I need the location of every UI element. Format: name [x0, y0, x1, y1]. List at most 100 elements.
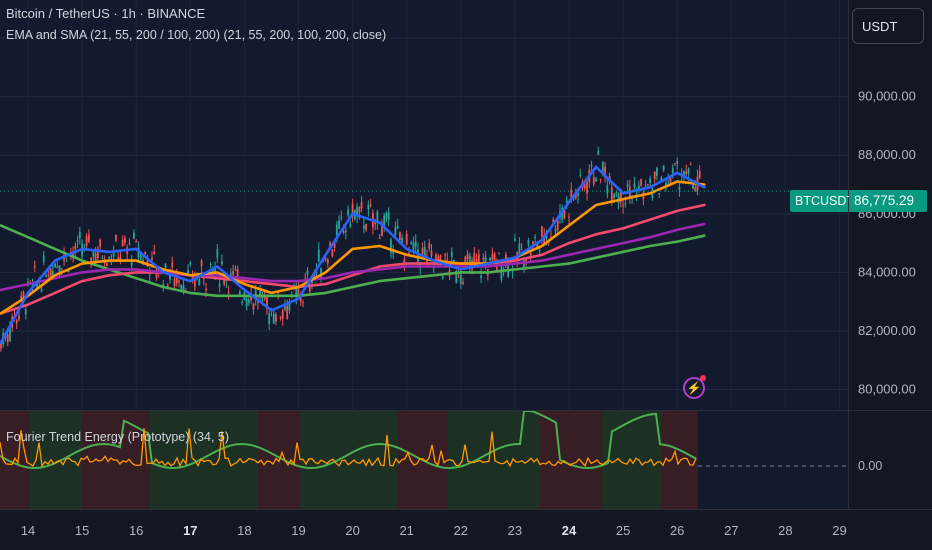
candle-body: [49, 268, 52, 278]
candle-body: [536, 243, 539, 248]
price-tick-label: 84,000.00: [858, 264, 916, 279]
candle-body: [444, 254, 446, 256]
candle-body: [342, 230, 345, 233]
candle-body: [173, 278, 176, 287]
candle-body: [570, 189, 573, 199]
candle-body: [15, 319, 18, 324]
series-line-sma-200[interactable]: [0, 224, 706, 298]
main-chart-pane[interactable]: Bitcoin / TetherUS · 1h · BINANCE EMA an…: [0, 0, 848, 410]
candle-body: [209, 263, 212, 265]
candle-body: [275, 314, 277, 322]
candle-body: [133, 232, 135, 239]
candle-body: [376, 211, 379, 223]
candle-body: [74, 245, 77, 250]
candle-body: [669, 175, 672, 183]
candle-body: [261, 296, 264, 299]
candle-body: [288, 303, 291, 311]
candle-body: [423, 246, 426, 257]
candle-body: [362, 225, 365, 229]
candle-body: [694, 187, 697, 192]
candle-body: [541, 226, 543, 237]
candle-body: [592, 177, 595, 184]
candle-body: [135, 240, 138, 243]
last-price-label: 86,775.29: [849, 190, 927, 212]
oscillator-scale[interactable]: 0.00: [849, 411, 932, 509]
candle-body: [198, 279, 201, 286]
candle-body: [76, 240, 79, 242]
candle-body: [297, 287, 300, 299]
candle-body: [619, 188, 622, 202]
osc-trend-line[interactable]: [0, 411, 697, 470]
candle-body: [421, 248, 424, 254]
candle-body: [484, 256, 487, 263]
candle-body: [459, 274, 462, 284]
candle-body: [40, 288, 43, 292]
osc-energy-line[interactable]: [0, 428, 697, 468]
candle-body: [241, 301, 244, 303]
candle-body: [340, 217, 343, 219]
oscillator-pane[interactable]: Fourier Trend Energy (Prototype) (34, 5): [0, 411, 848, 509]
time-tick-label: 21: [399, 523, 413, 538]
candle-body: [399, 232, 401, 241]
currency-button[interactable]: USDT: [852, 8, 924, 44]
candle-body: [613, 194, 615, 199]
candle-body: [477, 254, 480, 265]
candle-body: [130, 262, 133, 266]
alert-notification-dot: [700, 375, 706, 381]
candle-body: [329, 242, 331, 248]
candle-body: [164, 263, 167, 268]
candle-body: [405, 233, 408, 245]
series-line-ema-55[interactable]: [0, 180, 706, 315]
candle-body: [665, 182, 667, 188]
time-axis[interactable]: 14 15 16 17 18 19 20 21 22 23 24 25 26 27 28 29: [0, 510, 848, 550]
symbol-title[interactable]: Bitcoin / TetherUS · 1h · BINANCE: [6, 6, 206, 21]
alert-lightning-icon[interactable]: ⚡: [683, 377, 705, 399]
candle-body: [124, 237, 126, 244]
pane-divider[interactable]: [0, 410, 932, 411]
price-tick-label: 90,000.00: [858, 89, 916, 104]
candle-body: [211, 269, 214, 272]
series-line-ema-21[interactable]: [0, 165, 706, 344]
candle-body: [604, 166, 606, 178]
candle-body: [577, 193, 579, 197]
candle-body: [617, 194, 620, 204]
series-line-ema-200[interactable]: [0, 222, 706, 292]
candle-body: [414, 240, 417, 247]
candle-body: [527, 240, 530, 245]
candle-body: [238, 291, 241, 295]
candle-body: [356, 206, 359, 216]
candle-body: [498, 252, 501, 254]
candle-body: [248, 299, 250, 303]
candle-body: [286, 306, 289, 320]
candle-body: [455, 270, 458, 283]
candle-body: [33, 266, 36, 268]
time-tick-label: 27: [724, 523, 738, 538]
candle-body: [326, 259, 329, 264]
candle-body: [94, 253, 97, 261]
candle-body: [689, 163, 692, 165]
candle-body: [284, 306, 286, 310]
candle-body: [313, 273, 316, 279]
indicator-legend-ema-sma[interactable]: EMA and SMA (21, 55, 200 / 100, 200) (21…: [6, 28, 387, 42]
candle-body: [223, 278, 226, 284]
candle-body: [117, 257, 120, 260]
series-line-sma-100[interactable]: [0, 203, 706, 315]
candle-body: [698, 171, 701, 179]
candle-body: [637, 185, 640, 189]
candle-body: [674, 163, 676, 165]
indicator-legend-fourier[interactable]: Fourier Trend Energy (Prototype) (34, 5): [6, 430, 230, 444]
candle-body: [92, 251, 95, 257]
price-chart[interactable]: [0, 0, 848, 410]
candle-body: [514, 238, 516, 242]
candle-body: [450, 251, 453, 258]
candle-body: [227, 292, 230, 294]
candle-body: [311, 281, 313, 284]
candle-body: [615, 192, 618, 194]
time-tick-label: 16: [129, 523, 143, 538]
candle-body: [205, 288, 207, 291]
candle-body: [640, 178, 643, 186]
candle-body: [295, 287, 298, 297]
oscillator-chart[interactable]: [0, 411, 848, 509]
candle-body: [532, 241, 534, 244]
candle-body: [658, 193, 661, 195]
